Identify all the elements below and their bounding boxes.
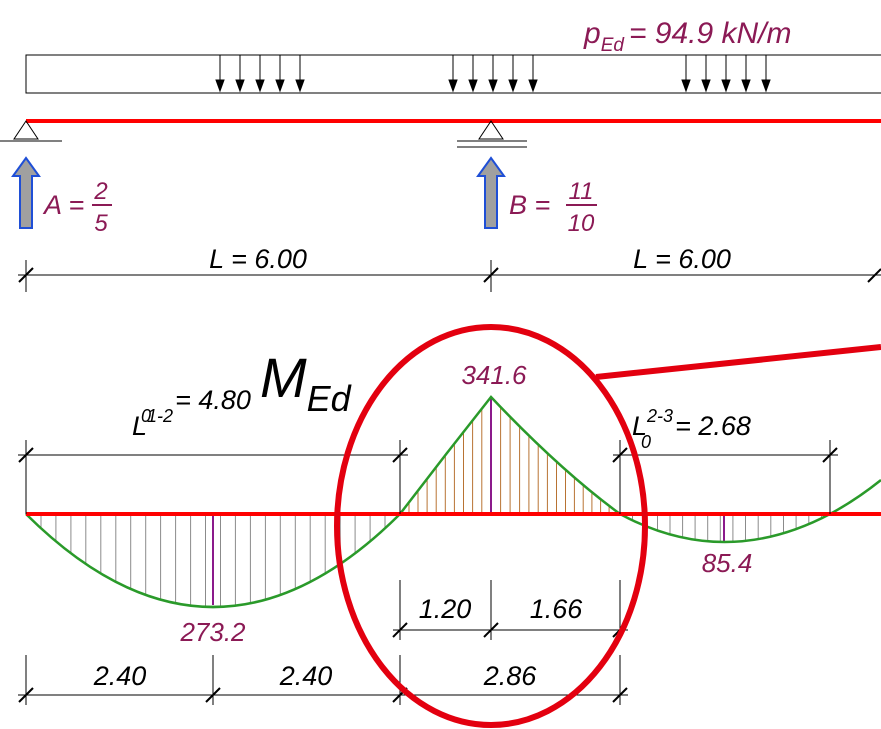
moment-hatch bbox=[40, 514, 822, 607]
load-arrow-head bbox=[701, 79, 711, 93]
load-arrow-head bbox=[215, 79, 225, 93]
reaction-arrow-a bbox=[11, 156, 41, 229]
support-a bbox=[0, 120, 62, 142]
load-arrow-head bbox=[275, 79, 285, 93]
load-arrows bbox=[215, 55, 771, 93]
moment-curve bbox=[25, 395, 881, 609]
leff-12-dimension bbox=[18, 440, 408, 514]
moment-hatch-positive bbox=[408, 397, 619, 514]
inner-dimension bbox=[392, 580, 628, 640]
dim-2-40-b: 2.40 bbox=[279, 661, 333, 691]
load-arrow-head bbox=[741, 79, 751, 93]
load-arrow-head bbox=[255, 79, 265, 93]
svg-text:10: 10 bbox=[568, 210, 595, 237]
moment-label: MEd bbox=[260, 346, 352, 419]
leff-23-label: L2-3 0= 2.68 bbox=[632, 406, 751, 452]
outer-dimension bbox=[18, 655, 628, 705]
load-arrow-head bbox=[528, 79, 538, 93]
dim-1-66: 1.66 bbox=[530, 594, 584, 624]
load-arrow-head bbox=[508, 79, 518, 93]
reaction-b-label: B = 11 10 bbox=[509, 178, 597, 237]
load-label: pEd = 94.9 kN/m bbox=[583, 17, 792, 56]
highlight-pointer bbox=[595, 344, 881, 380]
load-arrow-head bbox=[761, 79, 771, 93]
span-2-label: L = 6.00 bbox=[633, 244, 731, 274]
dim-2-40-a: 2.40 bbox=[93, 661, 147, 691]
svg-text:A =: A = bbox=[42, 190, 84, 220]
load-arrow-head bbox=[488, 79, 498, 93]
load-arrow-head bbox=[681, 79, 691, 93]
svg-text:B =: B = bbox=[509, 190, 550, 220]
load-arrow-head bbox=[448, 79, 458, 93]
load-block bbox=[25, 54, 881, 94]
reaction-arrow-b bbox=[476, 156, 506, 229]
svg-text:5: 5 bbox=[94, 210, 108, 237]
leff-12-label: L1-20= 4.80 bbox=[132, 385, 251, 441]
moment-value-span1: 273.2 bbox=[179, 617, 246, 647]
reaction-a-label: A = 2 5 bbox=[42, 178, 112, 237]
support-b bbox=[457, 120, 527, 148]
load-arrow-head bbox=[721, 79, 731, 93]
dim-1-20: 1.20 bbox=[419, 594, 472, 624]
highlight-ellipse bbox=[334, 324, 648, 728]
moment-value-span2: 85.4 bbox=[702, 548, 753, 578]
span-1-label: L = 6.00 bbox=[209, 244, 307, 274]
load-arrow-head bbox=[235, 79, 245, 93]
dim-2-86: 2.86 bbox=[483, 661, 538, 691]
leff-23-dimension bbox=[612, 440, 838, 514]
svg-text:11: 11 bbox=[569, 178, 594, 205]
span-dimension bbox=[18, 260, 881, 292]
load-arrow-head bbox=[295, 79, 305, 93]
moment-value-support: 341.6 bbox=[461, 360, 527, 390]
svg-text:2: 2 bbox=[93, 178, 107, 205]
load-arrow-head bbox=[468, 79, 478, 93]
